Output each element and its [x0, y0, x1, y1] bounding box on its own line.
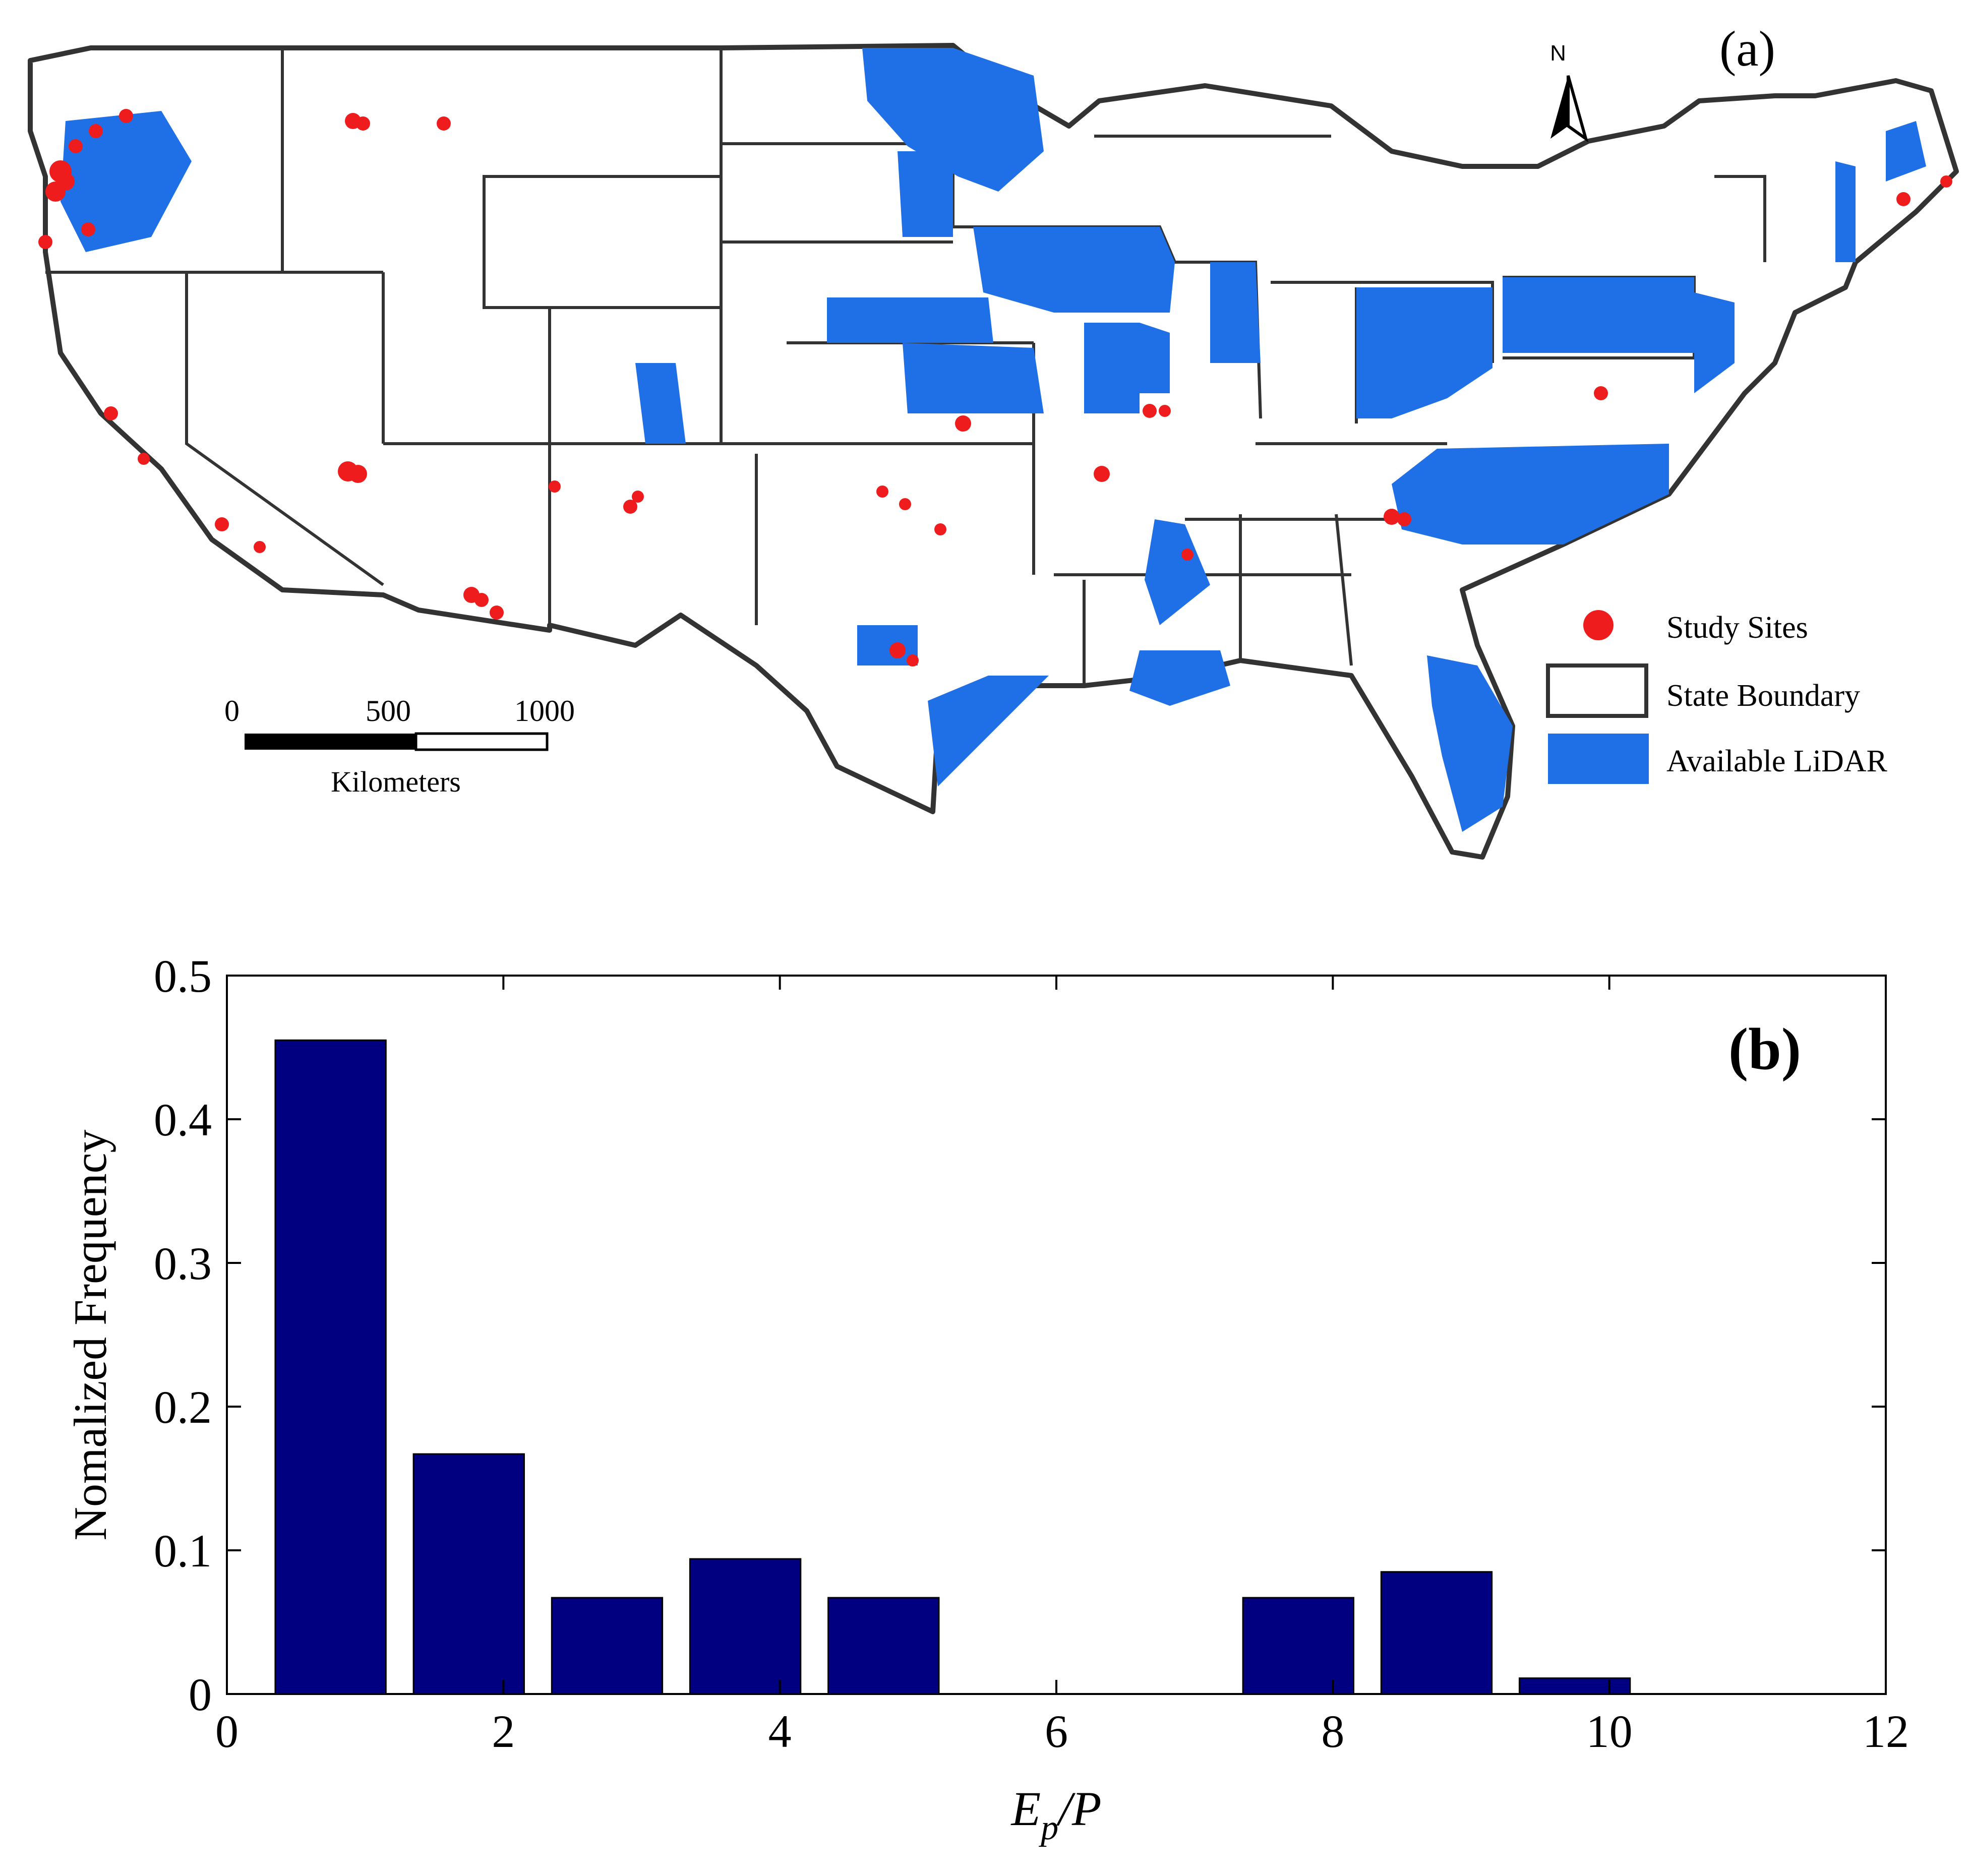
y-tick-label-4: 0.4	[154, 1094, 212, 1145]
lidar-coverage	[61, 48, 1926, 832]
panel-b-label: (b)	[1728, 1016, 1801, 1082]
bar-8	[1380, 1571, 1493, 1695]
legend-state-boundary-swatch	[1546, 663, 1648, 718]
x-tick-label-5: 10	[1586, 1706, 1633, 1757]
legend-study-sites-marker	[1583, 610, 1614, 640]
scale-unit: Kilometers	[331, 765, 461, 798]
scale-tick-1000: 1000	[514, 694, 575, 728]
bar-9	[1518, 1677, 1631, 1695]
bar-1	[412, 1453, 525, 1695]
x-tick-label-4: 8	[1321, 1706, 1344, 1757]
y-tick-label-3: 0.3	[154, 1238, 212, 1289]
scale-tick-500: 500	[366, 694, 411, 728]
x-tick-label-1: 2	[492, 1706, 515, 1757]
bar-3	[689, 1558, 802, 1695]
scale-bar: 0 500 1000 Kilometers	[224, 694, 575, 798]
us-outline	[28, 43, 1959, 860]
legend-state-boundary-label: State Boundary	[1666, 679, 1860, 713]
y-tick-label-5: 0.5	[154, 950, 212, 1002]
y-tick-label-2: 0.2	[154, 1381, 212, 1433]
legend-lidar-swatch	[1548, 734, 1649, 784]
bar-2	[551, 1597, 664, 1695]
bar-0	[274, 1039, 387, 1695]
y-tick-label-1: 0.1	[154, 1525, 212, 1577]
x-axis-ticks: 0 2 4 6 8 10 12	[215, 976, 1909, 1757]
legend-lidar-label: Available LiDAR	[1666, 744, 1888, 778]
x-tick-label-6: 12	[1863, 1706, 1909, 1757]
map-legend: Study Sites State Boundary Available LiD…	[1546, 610, 1888, 784]
x-tick-label-2: 4	[768, 1706, 792, 1757]
panel-a-label: (a)	[1719, 21, 1775, 77]
x-tick-label-3: 6	[1045, 1706, 1068, 1757]
bars	[274, 1039, 1631, 1695]
scale-tick-0: 0	[224, 694, 240, 728]
north-label: N	[1550, 41, 1566, 66]
study-sites	[38, 109, 1952, 667]
x-tick-label-0: 0	[215, 1706, 238, 1757]
bar-7	[1242, 1597, 1354, 1695]
x-axis-label-tail: /P	[1056, 1782, 1101, 1836]
y-tick-label-0: 0	[189, 1669, 212, 1720]
x-axis-label-main: E	[1010, 1782, 1041, 1836]
panel-a-map: (a) N Study Sites State Boundary Availab…	[28, 21, 1959, 860]
x-axis-label: Ep/P	[1010, 1782, 1102, 1847]
panel-b-chart: 0 2 4 6 8 10 12 0 0.1 0.2 0.3 0.4 0.5 (b) Nomalized…	[65, 950, 1909, 1847]
y-axis-ticks: 0 0.1 0.2 0.3 0.4 0.5	[154, 950, 1886, 1720]
north-arrow-icon: N	[1550, 41, 1589, 143]
bar-4	[827, 1597, 940, 1695]
y-axis-label: Nomalized Frequency	[65, 1130, 116, 1541]
legend-study-sites-label: Study Sites	[1666, 611, 1808, 645]
x-axis-label-sub: p	[1038, 1808, 1058, 1847]
